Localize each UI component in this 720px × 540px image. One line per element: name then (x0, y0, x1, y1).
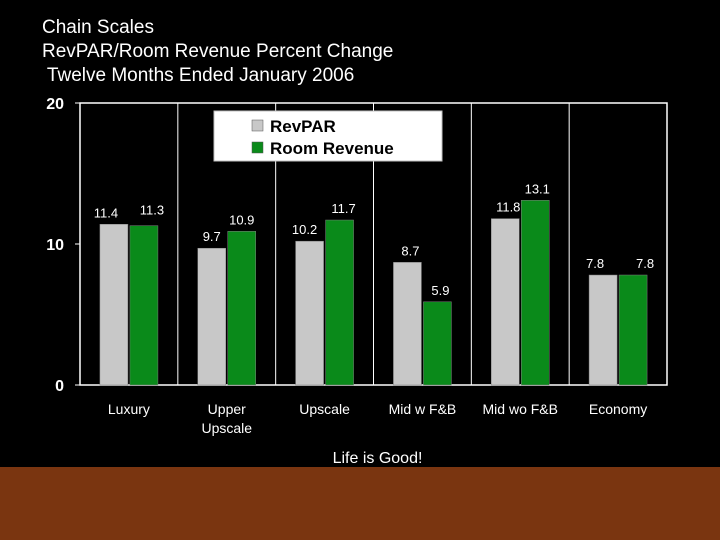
legend-swatch (251, 141, 264, 154)
data-label: 8.7 (401, 243, 419, 258)
data-label: 11.3 (140, 203, 164, 218)
bar-room-revenue (129, 225, 159, 386)
bar-revpar (99, 224, 129, 386)
data-label: 11.4 (94, 205, 118, 220)
legend-swatch (251, 119, 264, 132)
bar-revpar (295, 240, 324, 386)
x-tick-label: Upscale (299, 401, 350, 417)
x-tick-label: Mid wo F&B (483, 401, 558, 417)
bar-room-revenue (521, 200, 550, 386)
slide-title: Chain Scales RevPAR/Room Revenue Percent… (42, 16, 393, 88)
bar-revpar (491, 218, 520, 386)
x-tick-label: Mid w F&B (389, 401, 457, 417)
bar-room-revenue (227, 231, 256, 386)
bar-revpar (393, 262, 422, 386)
data-label: 10.9 (229, 212, 254, 227)
bar-revpar (588, 274, 618, 386)
legend-entry: Room Revenue (270, 139, 394, 158)
footer-band (0, 467, 720, 540)
x-tick-label: Luxury (108, 401, 150, 417)
data-label: 11.7 (331, 201, 355, 216)
data-label: 13.1 (525, 181, 550, 196)
title-line-1: Chain Scales (42, 17, 154, 38)
data-label: 7.8 (586, 256, 604, 271)
bar-room-revenue (423, 301, 452, 386)
bar-room-revenue (618, 274, 648, 386)
y-tick-label: 0 (55, 378, 64, 395)
y-tick-label: 20 (46, 96, 64, 113)
title-line-3: Twelve Months Ended January 2006 (42, 65, 355, 86)
x-tick-label: Upscale (201, 420, 252, 436)
title-line-2: RevPAR/Room Revenue Percent Change (42, 41, 394, 62)
legend-entry: RevPAR (270, 117, 336, 136)
data-label: 11.8 (496, 200, 520, 215)
x-tick-label: Economy (589, 401, 647, 417)
caption: Life is Good! (332, 450, 423, 467)
data-label: 9.7 (203, 229, 221, 244)
bar-room-revenue (325, 219, 354, 386)
bar-revpar (197, 247, 226, 386)
data-label: 10.2 (292, 222, 317, 237)
data-label: 5.9 (431, 283, 449, 298)
y-tick-label: 10 (46, 237, 64, 254)
data-label: 7.8 (636, 256, 654, 271)
x-tick-label: Upper (208, 401, 246, 417)
